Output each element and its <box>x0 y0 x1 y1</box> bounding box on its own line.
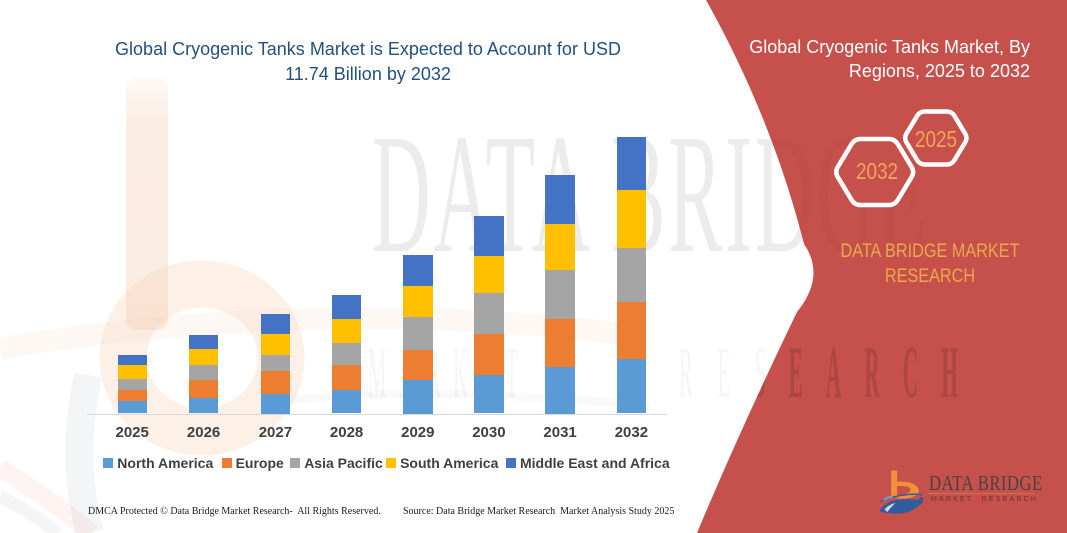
svg-text:MARKET: MARKET <box>368 334 531 413</box>
